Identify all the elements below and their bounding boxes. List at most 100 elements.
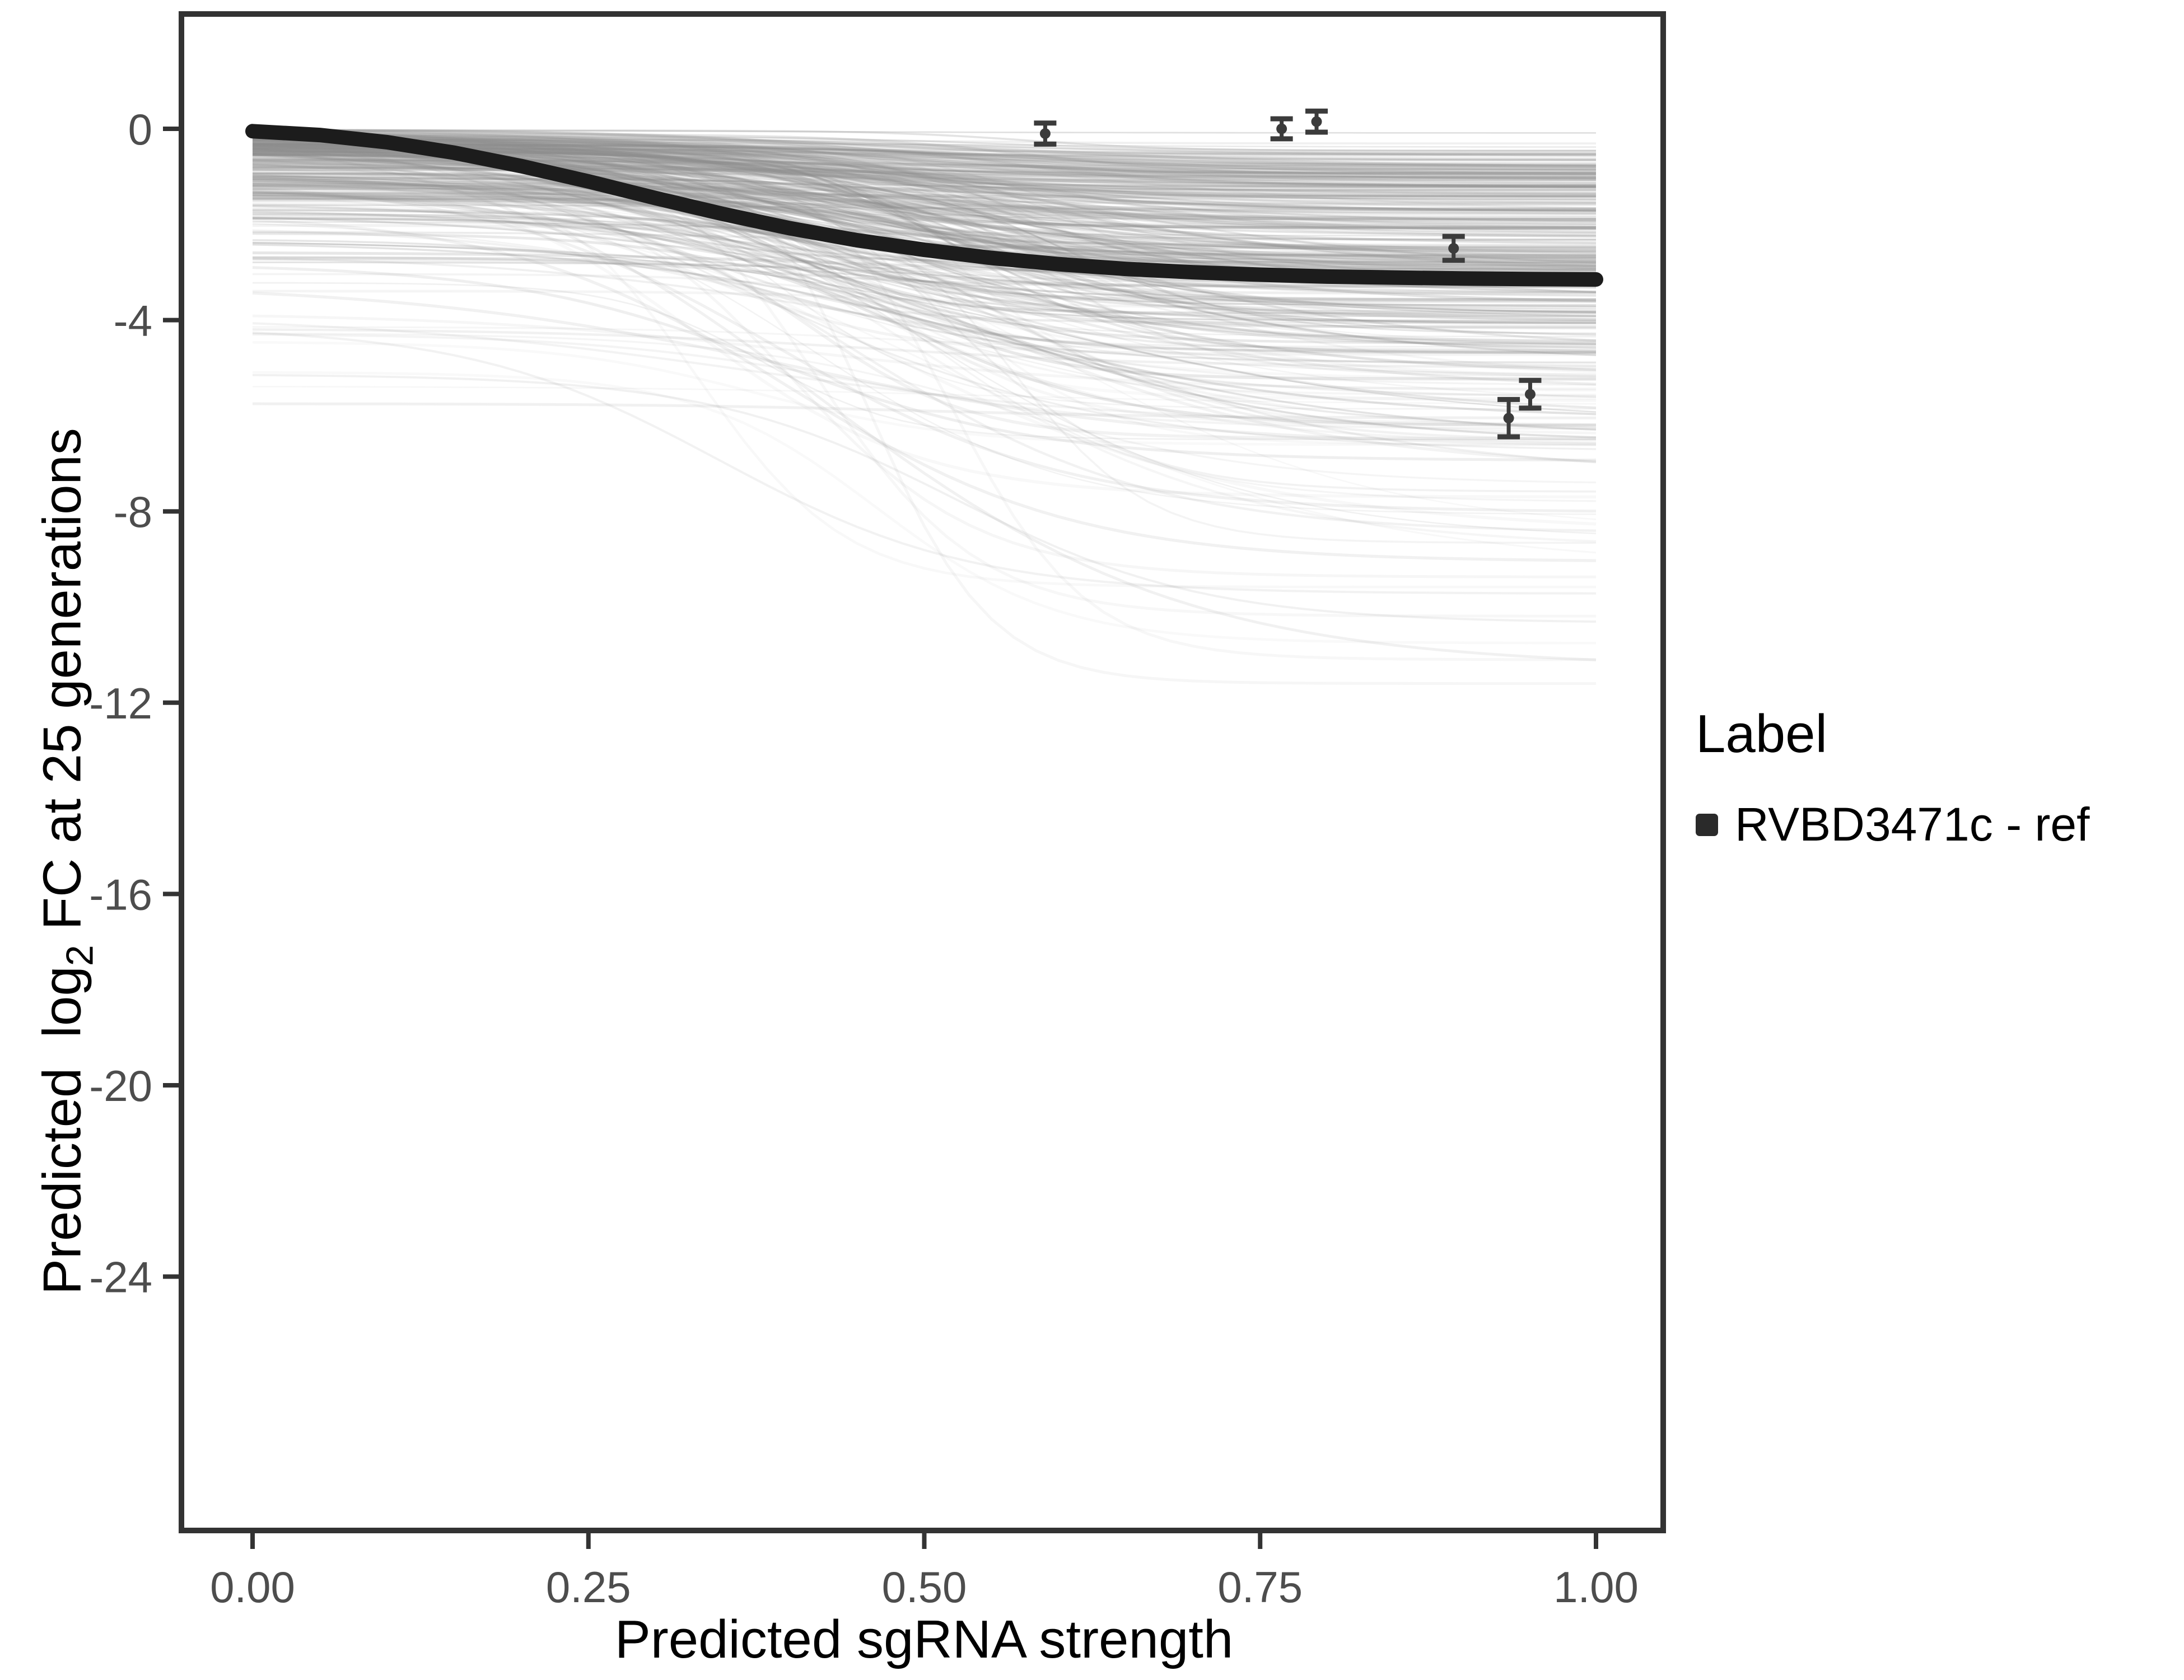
ensemble-curve — [252, 159, 1597, 269]
ensemble-curve — [253, 136, 1597, 354]
feature-curve — [253, 142, 1596, 685]
ensemble-curve — [253, 194, 1597, 223]
ensemble-curve — [252, 142, 1596, 167]
panel-border — [179, 11, 1666, 1533]
ensemble-curve — [252, 130, 1597, 502]
ensemble-curve — [252, 143, 1597, 212]
y-axis-title-text: Predicted log — [32, 966, 92, 1295]
ensemble-curve — [252, 179, 1597, 430]
feature-curve — [252, 175, 1597, 578]
ensemble-curve — [252, 143, 1597, 212]
ensemble-curve — [252, 130, 1597, 201]
ensemble-curve — [253, 146, 1597, 156]
feature-curve — [252, 402, 1596, 419]
ensemble-curve — [252, 139, 1597, 253]
ensemble-curve — [253, 183, 1597, 230]
data-point — [1276, 123, 1287, 134]
ensemble-curve — [253, 133, 1596, 213]
x-axis-ticks: 0.00 0.25 0.50 0.75 1.00 — [210, 1533, 1639, 1612]
y-tick-label: -16 — [89, 870, 152, 919]
ensemble-curve — [252, 143, 1597, 167]
ensemble-curve — [252, 142, 1597, 171]
ensemble-curve — [253, 187, 1596, 198]
data-point — [1503, 413, 1514, 424]
ensemble-curve — [252, 138, 1596, 230]
ensemble-curve — [253, 164, 1597, 189]
ensemble-curve — [252, 211, 1597, 438]
feature-curve — [252, 333, 1597, 430]
ensemble-curve — [252, 322, 1597, 426]
ensemble-curve — [252, 170, 1596, 589]
ensemble-curve — [252, 128, 1597, 277]
ensemble-curve — [252, 212, 1596, 330]
ensemble-curve — [252, 167, 1596, 175]
ensemble-curve — [252, 229, 1597, 354]
ensemble-curve — [253, 144, 1596, 187]
ensemble-curve — [252, 183, 1597, 441]
ensemble-curve — [252, 142, 1597, 180]
ensemble-curve — [252, 136, 1597, 209]
ensemble-curve — [253, 133, 1596, 177]
ensemble-curve — [252, 175, 1596, 205]
ensemble-curve — [252, 185, 1596, 210]
reference-curve — [245, 124, 1603, 287]
ensemble-curve — [252, 256, 1596, 288]
ensemble-curve — [253, 198, 1596, 353]
x-tick-label: 0.25 — [546, 1562, 631, 1612]
ensemble-curve — [252, 188, 1597, 251]
ensemble-curve — [253, 178, 1596, 324]
ensemble-curve — [252, 162, 1597, 317]
ensemble-curve — [252, 161, 1597, 180]
ensemble-curve — [252, 326, 1596, 352]
ensemble-curve — [252, 144, 1597, 189]
ensemble-curve — [253, 177, 1597, 335]
ensemble-curve — [252, 194, 1597, 520]
ensemble-curve — [253, 183, 1596, 197]
ensemble-curve — [253, 386, 1597, 405]
y-tick-label: 0 — [128, 105, 152, 154]
ensemble-curve — [252, 197, 1597, 267]
ensemble-curve — [253, 197, 1597, 319]
ensemble-curve — [252, 221, 1596, 237]
ensemble-curve — [253, 129, 1596, 152]
ensemble-curve — [253, 134, 1597, 168]
x-tick-label: 0.00 — [210, 1562, 295, 1612]
ensemble-curve — [252, 194, 1597, 343]
ensemble-curve — [253, 144, 1596, 187]
ensemble-curve — [252, 216, 1596, 440]
ensemble-curve — [252, 134, 1597, 255]
ensemble-curve — [252, 257, 1597, 367]
ensemble-curve — [253, 188, 1597, 446]
ensemble-curve — [252, 183, 1596, 300]
ensemble-curve — [252, 138, 1596, 270]
ensemble-curve — [253, 191, 1597, 228]
data-point — [1039, 128, 1051, 139]
ensemble-curve — [252, 142, 1597, 184]
ensemble-curve — [253, 184, 1597, 225]
ensemble-curve — [252, 133, 1597, 264]
ensemble-curve — [252, 181, 1597, 302]
ensemble-curve — [252, 291, 1597, 446]
ensemble-curve — [252, 164, 1597, 353]
ensemble-curve — [252, 194, 1596, 351]
ensemble-curve — [253, 192, 1596, 220]
ensemble-curve — [252, 239, 1597, 364]
ensemble-curve — [252, 181, 1596, 306]
ensemble-curve — [253, 142, 1596, 198]
ensemble-curve — [253, 188, 1597, 228]
data-point — [1524, 389, 1536, 400]
ensemble-curve — [252, 175, 1597, 264]
ensemble-curve — [252, 179, 1597, 343]
y-axis-ticks: 0 -4 -8 -12 -16 -20 -24 — [89, 105, 179, 1302]
ensemble-curve — [252, 184, 1596, 205]
ensemble-curve — [252, 208, 1597, 347]
ensemble-curve — [253, 139, 1596, 144]
ensemble-curve — [252, 217, 1597, 287]
ensemble-curve — [252, 142, 1596, 161]
ensemble-curve — [252, 130, 1597, 177]
ensemble-curve — [253, 188, 1596, 193]
ensemble-curve — [252, 374, 1597, 623]
ensemble-curve — [252, 314, 1597, 391]
ensemble-curve — [252, 168, 1597, 269]
